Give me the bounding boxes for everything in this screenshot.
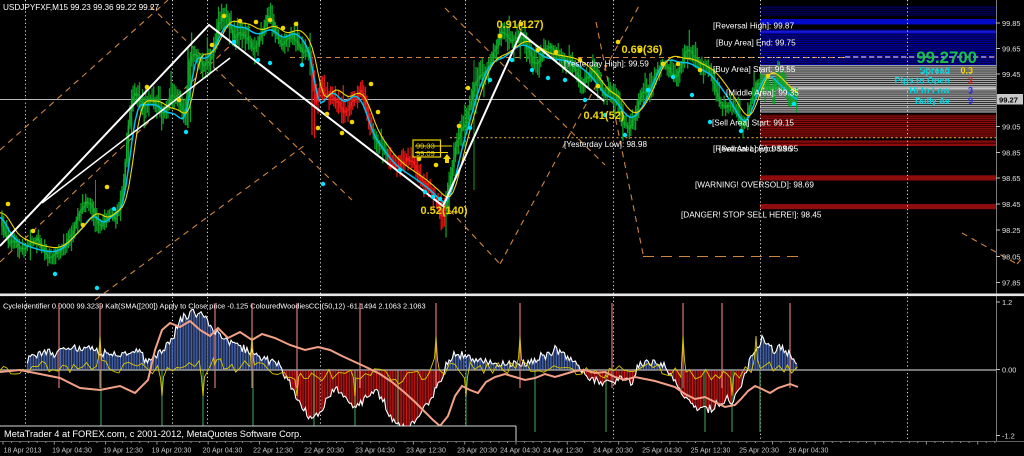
svg-text:[Buy Area] End: 99.75: [Buy Area] End: 99.75 xyxy=(716,39,796,48)
svg-text:[Sell Area] Start: 99.15: [Sell Area] Start: 99.15 xyxy=(712,119,794,128)
svg-text:[Yesterday Low]: 98.98: [Yesterday Low]: 98.98 xyxy=(564,140,647,149)
svg-text:1.2: 1.2 xyxy=(1002,298,1012,307)
svg-text:98.65: 98.65 xyxy=(1002,174,1021,183)
svg-text:98.25: 98.25 xyxy=(1002,226,1021,235)
svg-text:CycleIdentifier 0.0000 99.3239: CycleIdentifier 0.0000 99.3239 Kalt(SMA(… xyxy=(3,302,426,311)
svg-text:23 Apr 04:30: 23 Apr 04:30 xyxy=(355,448,395,455)
svg-text:23 Apr 20:30: 23 Apr 20:30 xyxy=(457,448,497,455)
svg-text:99.45: 99.45 xyxy=(1002,70,1021,79)
svg-text:9: 9 xyxy=(968,96,973,106)
svg-text:99.2700: 99.2700 xyxy=(916,48,977,67)
svg-text:Spread: Spread xyxy=(919,66,950,76)
svg-text:99.85: 99.85 xyxy=(1002,19,1021,28)
svg-text:24 Apr 20:30: 24 Apr 20:30 xyxy=(593,448,633,455)
svg-text:25 Apr 20:30: 25 Apr 20:30 xyxy=(739,448,779,455)
svg-text:98.05: 98.05 xyxy=(1002,252,1021,261)
svg-text:0.00: 0.00 xyxy=(1002,365,1016,374)
svg-text:0.3: 0.3 xyxy=(960,66,973,76)
svg-text:[DANGER! STOP SELL HERE!]: 98.: [DANGER! STOP SELL HERE!]: 98.45 xyxy=(681,211,822,220)
svg-text:25 Apr 04:30: 25 Apr 04:30 xyxy=(642,448,682,455)
svg-text:Hi to Low: Hi to Low xyxy=(910,86,951,96)
svg-text:99.65: 99.65 xyxy=(1002,44,1021,53)
svg-text:98.45: 98.45 xyxy=(1002,200,1021,209)
svg-text:18 Apr 2013: 18 Apr 2013 xyxy=(4,448,42,455)
svg-text:[Buy Area] Start: 99.55: [Buy Area] Start: 99.55 xyxy=(713,65,796,74)
svg-text:25 Apr 12:30: 25 Apr 12:30 xyxy=(691,448,731,455)
svg-text:Daily Av: Daily Av xyxy=(915,96,950,106)
svg-text:[Reversal Low]: 98.96: [Reversal Low]: 98.96 xyxy=(713,145,793,154)
svg-text:-1.2: -1.2 xyxy=(1002,431,1015,440)
svg-text:0.91(127): 0.91(127) xyxy=(496,19,543,31)
svg-text:98.85: 98.85 xyxy=(1002,148,1021,157)
svg-text:20 Apr 04:30: 20 Apr 04:30 xyxy=(203,448,243,455)
svg-text:97.85: 97.85 xyxy=(1002,278,1021,287)
svg-text:0.41(52): 0.41(52) xyxy=(584,110,625,122)
svg-text:[WARNING! OVERSOLD]: 98.69: [WARNING! OVERSOLD]: 98.69 xyxy=(695,181,814,190)
svg-text:24 Apr 04:30: 24 Apr 04:30 xyxy=(500,448,540,455)
svg-text:22 Apr 20:30: 22 Apr 20:30 xyxy=(304,448,344,455)
svg-text:0.52(140): 0.52(140) xyxy=(420,205,467,217)
svg-text:MetaTrader 4 at FOREX.com, c 2: MetaTrader 4 at FOREX.com, c 2001-2012, … xyxy=(4,429,302,439)
svg-text:19 Apr 04:30: 19 Apr 04:30 xyxy=(52,448,92,455)
svg-text:99.05: 99.05 xyxy=(1002,122,1021,131)
svg-text:99.27: 99.27 xyxy=(999,95,1018,104)
svg-text:[Yesterday High]: 99.59: [Yesterday High]: 99.59 xyxy=(564,60,649,69)
svg-text:19 Apr 20:30: 19 Apr 20:30 xyxy=(152,448,192,455)
svg-text:2: 2 xyxy=(968,76,973,86)
svg-text:19 Apr 12:30: 19 Apr 12:30 xyxy=(103,448,143,455)
svg-text:USDJPYFXF,M15 99.23 99.36 99.: USDJPYFXF,M15 99.23 99.36 99.22 99.27 xyxy=(3,3,160,12)
svg-text:24 Apr 12:30: 24 Apr 12:30 xyxy=(543,448,583,455)
svg-text:Pips to Open: Pips to Open xyxy=(894,76,950,86)
svg-text:99.09: 99.09 xyxy=(416,149,435,158)
svg-text:22 Apr 12:30: 22 Apr 12:30 xyxy=(253,448,293,455)
svg-text:[Middle Area]: 99.35: [Middle Area]: 99.35 xyxy=(726,89,799,98)
svg-text:26 Apr 04:30: 26 Apr 04:30 xyxy=(789,448,829,455)
svg-text:[Sell Area] End: 98.95: [Sell Area] End: 98.95 xyxy=(719,145,799,154)
svg-text:[Reversal High]: 99.87: [Reversal High]: 99.87 xyxy=(713,22,794,31)
svg-text:23 Apr 12:30: 23 Apr 12:30 xyxy=(406,448,446,455)
svg-text:0.69(36): 0.69(36) xyxy=(622,44,663,56)
svg-text:3: 3 xyxy=(968,86,973,96)
